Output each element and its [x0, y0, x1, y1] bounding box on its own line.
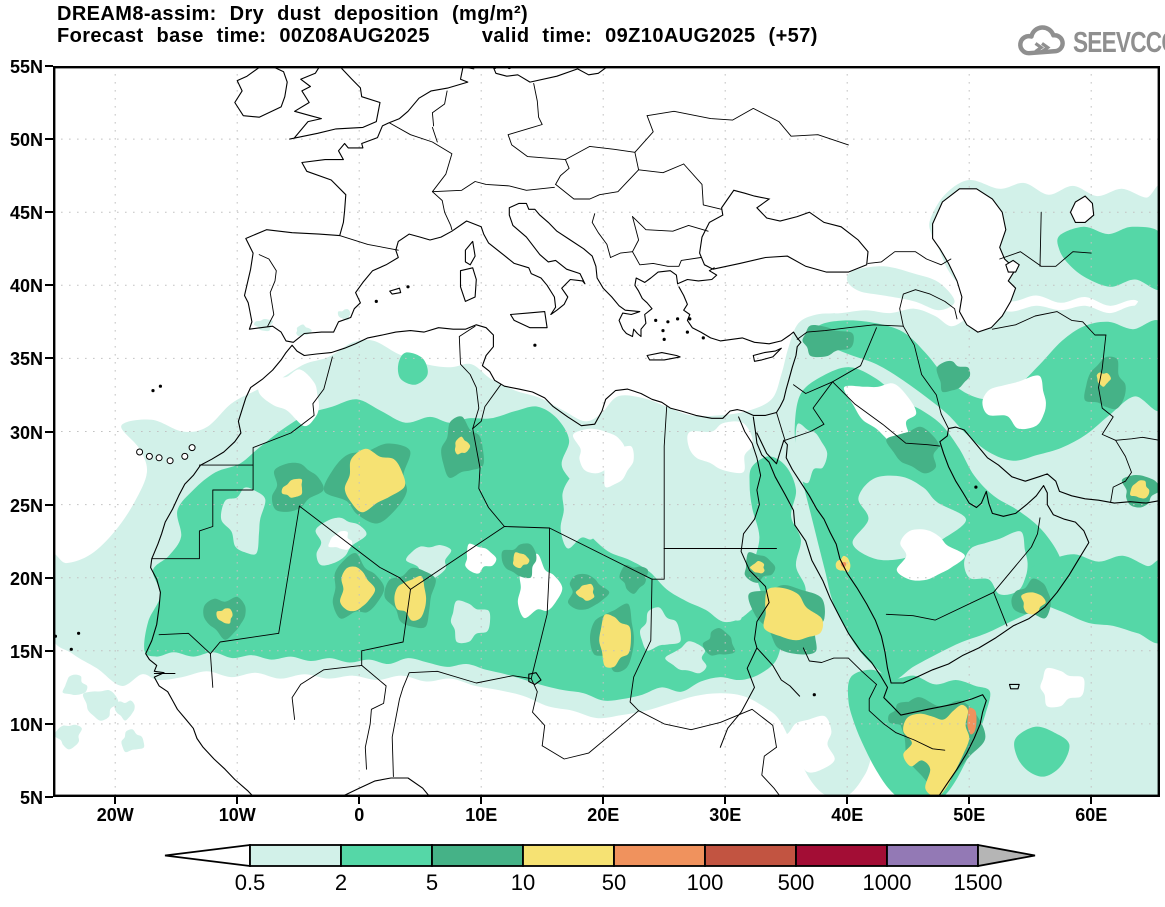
x-tick-label: 10E: [465, 805, 498, 825]
x-axis-tick: [236, 797, 239, 804]
x-tick-label: 0: [354, 805, 365, 825]
y-tick-label: 40N: [9, 276, 43, 297]
y-tick-label: 20N: [9, 568, 43, 589]
y-axis-tick: [45, 430, 53, 433]
x-axis-tick: [114, 797, 117, 804]
x-axis-tick: [480, 797, 483, 804]
colorbar-legend: 0.5 2 5 10 50 100 500 1000 1500: [140, 839, 1065, 904]
y-tick-label: 50N: [9, 130, 43, 151]
colorbar-svg: 0.5 2 5 10 50 100 500 1000 1500: [164, 843, 1036, 895]
legend-value-label: 10: [511, 870, 535, 895]
x-tick-label: 20E: [587, 805, 620, 825]
y-tick-label: 35N: [9, 349, 43, 370]
y-axis-tick: [45, 503, 53, 506]
y-axis-tick: [45, 211, 53, 214]
y-tick-label: 15N: [9, 641, 43, 662]
x-axis-tick: [724, 797, 727, 804]
seevccc-logo: SEEVCCC: [1016, 22, 1165, 65]
dust-map-svg: [48, 61, 1165, 832]
y-tick-label: 25N: [9, 495, 43, 516]
x-tick-label: 50E: [953, 805, 986, 825]
chart-header: DREAM8-assim: Dry dust deposition (mg/m²…: [57, 3, 818, 47]
x-tick-label: 10W: [218, 805, 256, 825]
y-axis-tick: [45, 138, 53, 141]
x-axis-tick: [1090, 797, 1093, 804]
forecast-base-time: Forecast base time: 00Z08AUG2025: [57, 25, 430, 47]
y-axis-tick: [45, 649, 53, 652]
y-tick-label: 10N: [9, 714, 43, 735]
logo-text: SEEVCCC: [1073, 27, 1165, 59]
legend-value-label: 5: [426, 870, 438, 895]
y-axis-tick: [45, 796, 53, 798]
y-axis-tick: [45, 722, 53, 725]
chart-title: DREAM8-assim: Dry dust deposition (mg/m²…: [57, 3, 529, 25]
x-tick-label: 20W: [96, 805, 134, 825]
x-axis-tick: [846, 797, 849, 804]
x-tick-label: 60E: [1075, 805, 1108, 825]
x-axis-tick: [968, 797, 971, 804]
valid-time: valid time: 09Z10AUG2025 (+57): [481, 25, 818, 47]
x-axis-tick: [358, 797, 361, 804]
y-axis-tick: [45, 357, 53, 360]
y-axis-tick: [45, 65, 53, 67]
x-tick-label: 30E: [709, 805, 742, 825]
legend-value-label: 100: [687, 870, 724, 895]
legend-value-label: 1000: [863, 870, 912, 895]
chart-subtitle: Forecast base time: 00Z08AUG2025 valid ti…: [57, 25, 818, 47]
y-tick-label: 5N: [19, 788, 43, 808]
map-area: [48, 61, 1165, 832]
y-axis-tick: [45, 284, 53, 287]
legend-value-label: 2: [335, 870, 347, 895]
y-tick-label: 55N: [9, 57, 43, 77]
y-axis-tick: [45, 576, 53, 579]
y-tick-label: 45N: [9, 203, 43, 224]
legend-value-label: 1500: [954, 870, 1003, 895]
y-tick-label: 30N: [9, 422, 43, 443]
x-axis-tick: [602, 797, 605, 804]
x-tick-label: 40E: [831, 805, 864, 825]
legend-value-label: 0.5: [235, 870, 266, 895]
legend-value-label: 50: [602, 870, 626, 895]
legend-value-label: 500: [778, 870, 815, 895]
cloud-icon: [1016, 22, 1068, 65]
